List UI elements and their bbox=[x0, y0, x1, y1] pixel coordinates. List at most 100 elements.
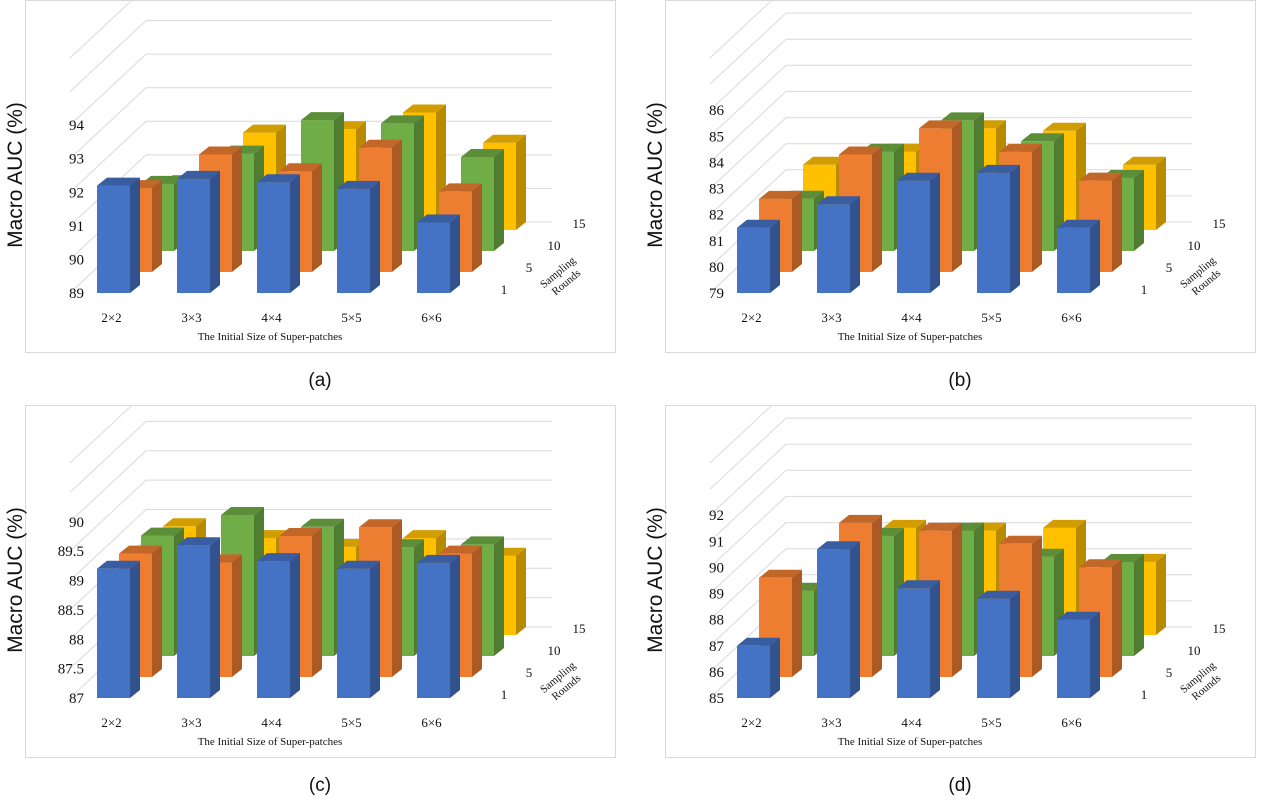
bar-side bbox=[290, 174, 300, 293]
bar-side bbox=[494, 536, 504, 656]
bar-top bbox=[839, 514, 882, 523]
bar-top bbox=[737, 637, 780, 646]
bar-top bbox=[919, 522, 962, 531]
x-category-label: 2×2 bbox=[101, 715, 121, 730]
bar-top bbox=[461, 149, 504, 157]
y-tick-label: 87.5 bbox=[58, 662, 84, 678]
y-axis-title: Macro AUC (%) bbox=[4, 507, 27, 653]
bar-top bbox=[403, 104, 446, 113]
bar-top bbox=[163, 518, 206, 527]
panel-caption: (b) bbox=[948, 370, 971, 391]
y-tick-label: 88.5 bbox=[58, 603, 84, 619]
bar-side bbox=[1090, 611, 1100, 698]
y-tick-labels: 85 86 87 88 89 90 91 92 bbox=[709, 508, 725, 707]
depth-label: 15 bbox=[573, 216, 586, 231]
gridline bbox=[709, 38, 1192, 111]
bar-top bbox=[817, 196, 860, 205]
depth-label: 1 bbox=[1141, 687, 1148, 702]
bar-1-6×6 bbox=[1057, 611, 1100, 698]
depth-label: 5 bbox=[526, 260, 533, 275]
bar-top bbox=[381, 115, 424, 124]
bar-top bbox=[759, 190, 802, 199]
bar-front bbox=[337, 568, 370, 698]
x-category-label: 6×6 bbox=[421, 310, 442, 325]
bar-front bbox=[97, 185, 130, 293]
bar-front bbox=[737, 227, 770, 293]
bar-1-4×4 bbox=[257, 174, 300, 293]
y-tick-label: 82 bbox=[709, 208, 724, 224]
bar-top bbox=[221, 507, 264, 515]
y-tick-label: 88 bbox=[69, 632, 84, 648]
x-category-label: 6×6 bbox=[1061, 310, 1082, 325]
panel-caption: (c) bbox=[309, 775, 331, 796]
y-axis-title: Macro AUC (%) bbox=[644, 507, 667, 653]
bar-1-5×5 bbox=[337, 180, 380, 293]
bar-front bbox=[817, 204, 850, 293]
bar-side bbox=[232, 554, 242, 677]
bar-front bbox=[257, 561, 290, 698]
bar-front bbox=[417, 222, 450, 293]
bar-side bbox=[1156, 553, 1166, 635]
chart-svg: 79 80 81 82 83 84 85 86 2×2 3×3 4×4 5×5 6×6 The Initi… bbox=[644, 0, 1256, 391]
bar-top bbox=[897, 172, 940, 181]
bar-top bbox=[177, 537, 220, 546]
bar-1-3×3 bbox=[177, 170, 220, 293]
bar-1-3×3 bbox=[817, 541, 860, 698]
bar-top bbox=[941, 112, 984, 121]
bar-side bbox=[1032, 535, 1042, 677]
bar-side bbox=[472, 545, 482, 677]
bar-top bbox=[337, 560, 380, 569]
bar-side bbox=[930, 580, 940, 698]
bar-top bbox=[737, 219, 780, 228]
y-tick-label: 79 bbox=[709, 286, 724, 302]
bar-1-5×5 bbox=[337, 560, 380, 698]
bar-top bbox=[417, 554, 460, 563]
bar-side bbox=[1090, 219, 1100, 293]
y-tick-label: 93 bbox=[69, 152, 84, 168]
bar-1-2×2 bbox=[97, 560, 140, 698]
bar-side bbox=[130, 177, 140, 293]
bar-top bbox=[119, 545, 162, 554]
x-category-label: 6×6 bbox=[1061, 715, 1082, 730]
bar-1-4×4 bbox=[257, 553, 300, 698]
bar-top bbox=[359, 519, 402, 528]
gridline bbox=[709, 117, 1192, 189]
bar-side bbox=[770, 219, 780, 293]
gridline bbox=[69, 53, 552, 126]
x-category-label: 4×4 bbox=[901, 310, 922, 325]
bar-front bbox=[897, 180, 930, 293]
gridline bbox=[69, 509, 552, 581]
depth-label: 5 bbox=[526, 665, 533, 680]
bar-side bbox=[1010, 590, 1020, 698]
y-tick-label: 84 bbox=[709, 155, 725, 171]
bar-top bbox=[439, 545, 482, 554]
bar-top bbox=[977, 590, 1020, 599]
panel-caption: (a) bbox=[308, 370, 331, 391]
y-tick-labels: 87 87.5 88 88.5 89 89.5 90 bbox=[58, 515, 85, 707]
bars bbox=[737, 112, 1166, 293]
bar-top bbox=[999, 143, 1042, 152]
bar-side bbox=[1156, 156, 1166, 230]
y-tick-label: 87 bbox=[69, 691, 85, 707]
bar-front bbox=[417, 562, 450, 698]
bar-top bbox=[817, 541, 860, 550]
gridline bbox=[69, 450, 552, 523]
bar-top bbox=[1057, 611, 1100, 620]
gridline bbox=[709, 64, 1192, 137]
bar-side bbox=[1010, 164, 1020, 293]
bar-top bbox=[1079, 559, 1122, 568]
bar-1-2×2 bbox=[737, 637, 780, 698]
bar-side bbox=[392, 139, 402, 272]
depth-label: 5 bbox=[1166, 260, 1173, 275]
bar-side bbox=[930, 172, 940, 293]
y-tick-labels: 89 90 91 92 93 94 bbox=[69, 118, 85, 302]
bar-top bbox=[759, 569, 802, 578]
bar-1-5×5 bbox=[977, 164, 1020, 293]
bar-side bbox=[1112, 559, 1122, 677]
bar-1-6×6 bbox=[1057, 219, 1100, 293]
x-category-labels: 2×2 3×3 4×4 5×5 6×6 bbox=[741, 715, 1082, 730]
bar-top bbox=[897, 580, 940, 589]
depth-label: 1 bbox=[1141, 282, 1148, 297]
depth-label: 5 bbox=[1166, 665, 1173, 680]
